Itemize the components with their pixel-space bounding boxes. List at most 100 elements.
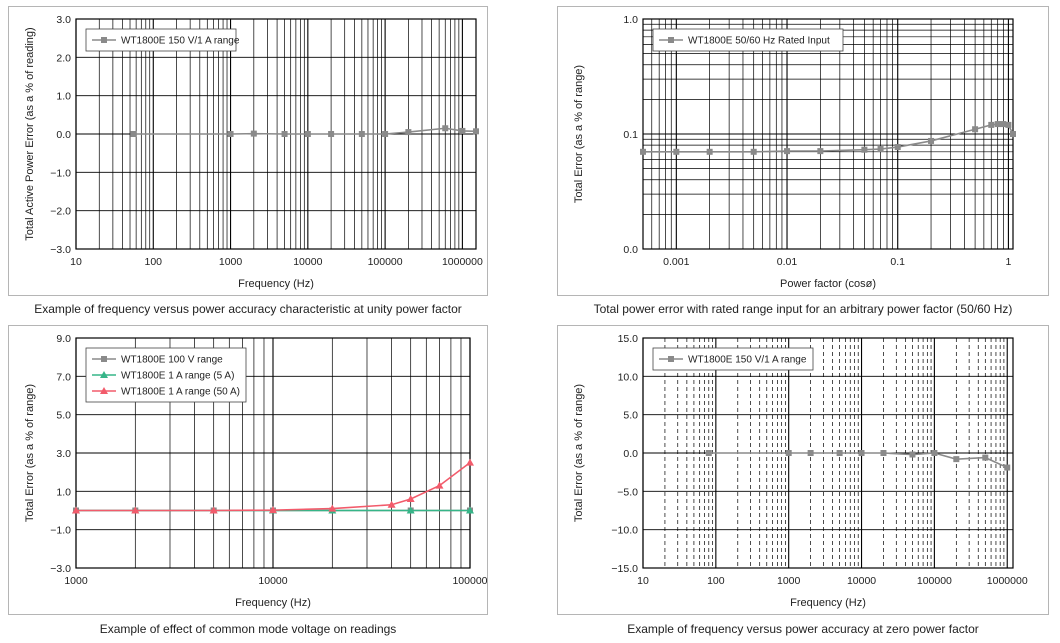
x-tick-label: 0.01 <box>777 256 798 268</box>
data-point <box>209 506 218 514</box>
plot-area-border <box>75 337 471 569</box>
data-point <box>994 121 1001 128</box>
data-point <box>836 450 843 456</box>
x-tick-label: 10 <box>70 256 82 268</box>
plot-area-border <box>642 337 1014 569</box>
data-point <box>250 130 257 137</box>
data-point <box>750 148 757 155</box>
data-point <box>673 148 680 155</box>
legend-label: WT1800E 1 A range (5 A) <box>121 371 234 382</box>
legend-box <box>652 347 814 371</box>
data-point <box>668 37 674 43</box>
x-tick-label: 10000 <box>293 256 322 268</box>
data-point <box>328 504 337 512</box>
legend-box <box>652 28 844 52</box>
y-tick-label: 0.0 <box>56 129 71 141</box>
chart-panel-zero-power-factor: 10 100 1000 10000 100000 1000000 −15.0 −10.0 −5.… <box>557 325 1049 615</box>
data-point <box>405 129 412 136</box>
data-point <box>382 131 389 137</box>
legend-box <box>85 28 237 52</box>
data-point <box>817 148 824 155</box>
legend-label: WT1800E 150 V/1 A range <box>121 36 240 47</box>
chart-zero-power-factor: 10 100 1000 10000 100000 1000000 −15.0 −10.0 −5.… <box>573 333 1028 609</box>
x-tick-label: 1000000 <box>987 575 1028 587</box>
y-tick-label: 1.0 <box>56 486 71 498</box>
data-point <box>880 450 887 456</box>
y-tick-label: −2.0 <box>50 206 71 218</box>
data-point <box>358 131 365 137</box>
legend: WT1800E 150 V/1 A range <box>85 28 240 52</box>
data-point <box>131 506 140 514</box>
y-tick-label: −15.0 <box>611 563 638 575</box>
data-point <box>466 506 474 514</box>
legend: WT1800E 150 V/1 A range <box>652 347 814 371</box>
x-tick-label: 10000 <box>258 575 287 587</box>
data-point <box>281 131 288 137</box>
legend-label: WT1800E 150 V/1 A range <box>688 355 807 366</box>
series-0 <box>640 121 1016 155</box>
panel-border <box>8 325 488 615</box>
caption-chart-4: Example of frequency versus power accura… <box>627 622 979 636</box>
data-point <box>101 356 107 362</box>
x-tick-label: 100 <box>707 575 725 587</box>
y-tick-label: 3.0 <box>56 448 71 460</box>
chart-panel-common-mode: 1000 10000 100000 −3.0 −1.0 1.0 3.0 5.0 7.0 9.0 Fr… <box>8 325 488 615</box>
chart-panel-power-factor-error: 0.001 0.01 0.1 1 0.0 0.1 1.0 Power factor (cosø… <box>557 6 1049 296</box>
y-tick-label: 3.0 <box>56 14 71 26</box>
data-point <box>466 458 474 466</box>
data-point <box>442 125 449 132</box>
x-tick-label: 0.1 <box>890 256 905 268</box>
data-point <box>406 506 415 514</box>
data-point <box>100 387 108 394</box>
data-point <box>705 450 712 456</box>
data-point <box>473 128 479 135</box>
data-point <box>304 131 311 137</box>
y-tick-label: 9.0 <box>56 333 71 345</box>
data-point <box>640 148 646 155</box>
data-point <box>861 146 868 153</box>
chart-power-factor-error: 0.001 0.01 0.1 1 0.0 0.1 1.0 Power factor (cosø… <box>573 14 1016 290</box>
y-tick-label: −5.0 <box>617 486 638 498</box>
x-tick-label: 10 <box>637 575 649 587</box>
data-point <box>988 121 995 128</box>
data-point <box>406 495 415 502</box>
data-point <box>858 450 865 456</box>
data-point <box>706 148 713 155</box>
x-axis-label: Frequency (Hz) <box>790 597 866 609</box>
x-tick-label: 0.001 <box>663 256 689 268</box>
data-point <box>269 506 277 514</box>
data-point <box>785 450 792 456</box>
caption-chart-3: Example of effect of common mode voltage… <box>99 622 397 636</box>
x-tick-label: 100000 <box>368 256 403 268</box>
data-point <box>435 481 444 489</box>
legend-label: WT1800E 50/60 Hz Rated Input <box>688 36 830 47</box>
data-point <box>928 137 935 144</box>
y-tick-label: 5.0 <box>623 410 638 422</box>
chart-common-mode: 1000 10000 100000 −3.0 −1.0 1.0 3.0 5.0 7.0 9.0 Fr… <box>24 333 488 609</box>
y-tick-label: −3.0 <box>50 563 71 575</box>
y-axis-label: Total Error (as a % of range) <box>573 384 585 522</box>
data-point <box>387 500 396 508</box>
x-tick-label: 100 <box>145 256 163 268</box>
x-tick-label: 10000 <box>847 575 876 587</box>
data-point <box>909 451 916 458</box>
data-point <box>101 37 107 43</box>
legend-label: WT1800E 1 A range (50 A) <box>121 387 240 398</box>
data-point <box>982 454 989 461</box>
x-tick-label: 100000 <box>917 575 952 587</box>
x-tick-label: 1 <box>1005 256 1011 268</box>
data-point <box>1000 121 1007 128</box>
y-tick-label: 5.0 <box>56 410 71 422</box>
data-point <box>328 131 335 137</box>
data-point <box>894 144 901 151</box>
series-2 <box>72 458 474 514</box>
y-axis-label: Total Error (as a % of range) <box>573 65 585 203</box>
data-point <box>1004 464 1011 471</box>
y-tick-label: 15.0 <box>618 333 639 345</box>
data-point <box>784 148 791 155</box>
y-tick-label: −3.0 <box>50 244 71 256</box>
y-tick-label: −1.0 <box>50 525 71 537</box>
x-tick-label: 1000 <box>777 575 801 587</box>
x-tick-label: 1000 <box>64 575 88 587</box>
y-tick-label: 1.0 <box>623 14 638 26</box>
